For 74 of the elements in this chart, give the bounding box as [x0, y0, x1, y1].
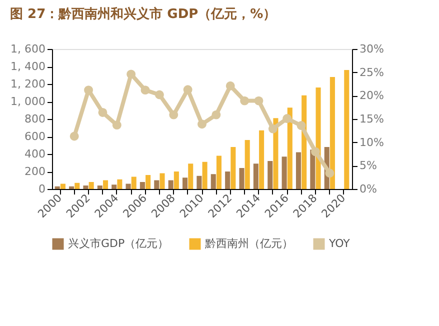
bar — [239, 168, 244, 189]
point — [282, 114, 292, 123]
point — [268, 124, 278, 134]
y-tick-label: 1, 200 — [10, 78, 46, 90]
bar — [60, 184, 66, 189]
y2-tick-label: 20% — [360, 89, 384, 102]
legend-label: 兴义市GDP（亿元） — [68, 237, 169, 250]
bar — [216, 156, 222, 189]
bar — [344, 70, 350, 189]
y2-tick-label: 15% — [360, 112, 384, 126]
point — [98, 108, 108, 117]
bar — [182, 178, 188, 189]
y2-tick-label: 10% — [360, 136, 384, 149]
bar — [88, 182, 94, 189]
y-tick-label: 1, 600 — [10, 42, 46, 56]
y-tick-label: 200 — [24, 165, 46, 178]
y2-tick-label: 25% — [360, 66, 384, 79]
bar — [74, 182, 80, 189]
point — [198, 120, 206, 129]
y-tick-label: 1, 000 — [10, 95, 46, 108]
point — [254, 96, 264, 106]
y-tick-label: 800 — [24, 112, 46, 126]
bar — [97, 186, 102, 189]
bar — [316, 88, 321, 189]
bar — [330, 77, 335, 189]
legend-label: YOY — [328, 237, 350, 250]
bar — [259, 130, 264, 189]
bar — [174, 172, 179, 189]
bar — [188, 164, 194, 189]
bar — [253, 164, 258, 189]
point — [212, 110, 221, 120]
bar — [146, 175, 151, 189]
bar — [117, 179, 122, 189]
bar — [168, 180, 174, 189]
point — [240, 96, 250, 106]
bar — [296, 152, 302, 189]
bar — [54, 186, 60, 189]
y-tick-label: 400 — [24, 148, 46, 160]
bar — [154, 180, 160, 189]
point — [226, 81, 235, 90]
bar — [112, 184, 117, 189]
y-tick-label: 0 — [38, 182, 46, 196]
bar — [287, 108, 292, 189]
point — [311, 147, 320, 156]
bar — [210, 174, 216, 189]
point — [325, 168, 334, 178]
y2-tick-label: 5% — [360, 159, 377, 172]
bar — [202, 162, 208, 189]
point — [296, 121, 306, 130]
y2-tick-label: 30% — [360, 42, 384, 56]
y-tick-label: 600 — [24, 130, 46, 143]
bar — [131, 176, 136, 189]
point — [169, 110, 178, 120]
legend-label: 黔西南州（亿元） — [204, 237, 293, 250]
bar — [69, 186, 74, 189]
bar — [83, 186, 88, 189]
chart-title: 图 27：黔西南州和兴义市 GDP（亿元，%） — [10, 6, 276, 22]
bar — [230, 147, 236, 189]
bar — [102, 180, 108, 189]
point — [126, 70, 136, 79]
bar — [225, 172, 230, 189]
bar — [268, 161, 273, 189]
bar — [126, 184, 131, 189]
point — [70, 132, 79, 141]
bar — [196, 176, 202, 189]
point — [112, 120, 122, 130]
point — [154, 90, 164, 100]
bar — [282, 156, 287, 189]
y-tick-label: 1, 400 — [10, 60, 46, 73]
y2-tick-label: 0% — [360, 182, 377, 196]
bar — [244, 140, 250, 189]
bar — [140, 182, 145, 189]
bar — [160, 173, 165, 189]
point — [140, 86, 150, 95]
